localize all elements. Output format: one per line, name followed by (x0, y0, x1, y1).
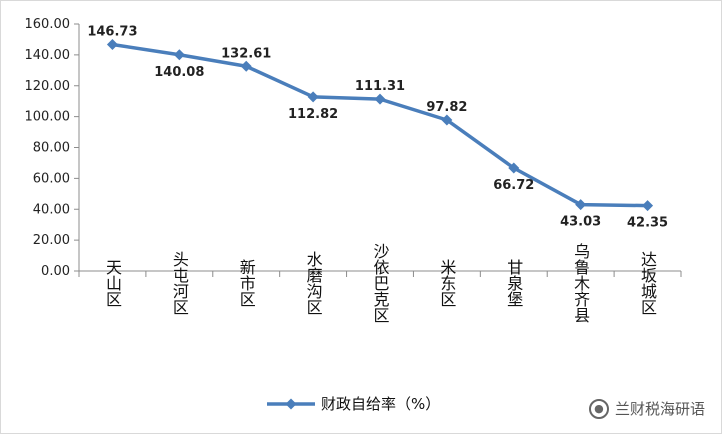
x-category-label: 米东区 (437, 259, 456, 307)
watermark: ● 兰财税海研语 (588, 398, 705, 419)
data-label: 112.82 (288, 107, 338, 122)
data-point-marker (106, 38, 118, 50)
x-category-label: 达坂城区 (638, 251, 657, 315)
data-point-marker (307, 91, 319, 103)
watermark-text: 兰财税海研语 (614, 400, 705, 418)
data-point-marker (508, 162, 520, 174)
x-category-label: 乌鲁木齐县 (571, 243, 590, 323)
data-label: 146.73 (87, 24, 137, 39)
x-category-label: 甘泉堡 (504, 259, 523, 307)
x-category-label: 头屯河区 (170, 251, 189, 315)
data-point-marker (374, 93, 386, 105)
y-tick-label: 60.00 (33, 171, 70, 186)
data-point-marker (173, 49, 185, 61)
data-label: 43.03 (560, 215, 601, 230)
y-tick-label: 120.00 (25, 79, 71, 94)
y-tick-label: 0.00 (41, 264, 70, 279)
data-point-marker (240, 60, 252, 72)
data-label: 140.08 (154, 65, 204, 80)
x-category-label: 新市区 (237, 259, 256, 307)
data-point-marker (575, 199, 587, 211)
y-tick-label: 80.00 (33, 141, 70, 156)
data-label: 132.61 (221, 46, 271, 61)
data-point-marker (441, 114, 453, 126)
y-tick-label: 140.00 (25, 48, 71, 63)
legend-marker (285, 398, 297, 410)
x-category-label: 水磨沟区 (304, 251, 323, 315)
data-label: 66.72 (493, 178, 534, 193)
data-point-marker (642, 200, 654, 212)
x-category-label: 沙依巴克区 (371, 243, 390, 323)
wechat-icon: ● (588, 398, 609, 419)
y-tick-label: 160.00 (25, 17, 71, 32)
x-category-label: 天山区 (103, 259, 122, 307)
y-tick-label: 100.00 (25, 110, 71, 125)
y-tick-label: 40.00 (33, 202, 70, 217)
data-label: 111.31 (355, 79, 405, 94)
data-label: 42.35 (627, 216, 668, 231)
data-label: 97.82 (426, 100, 467, 115)
legend-label: 财政自给率（%） (321, 395, 440, 413)
y-tick-label: 20.00 (33, 233, 70, 248)
